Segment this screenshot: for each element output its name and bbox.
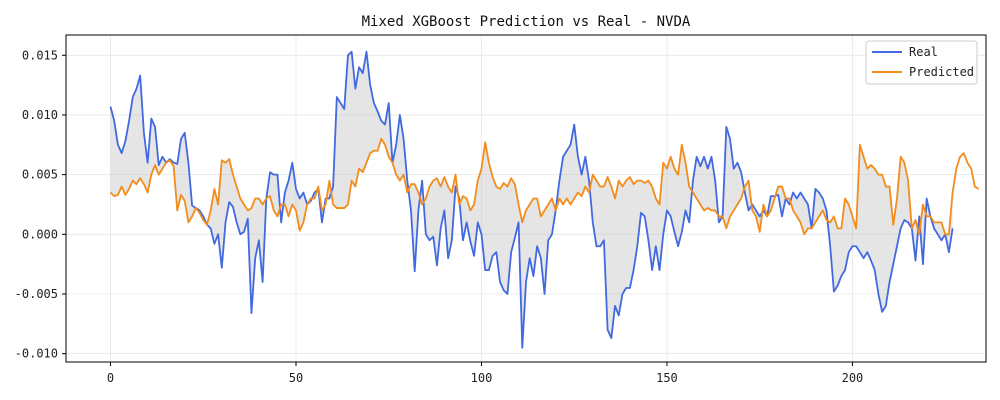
x-tick-label: 0 [107, 371, 114, 385]
y-tick-label: 0.000 [22, 227, 58, 241]
x-tick-label: 50 [289, 371, 303, 385]
y-tick-label: -0.010 [15, 347, 58, 361]
y-tick-label: 0.015 [22, 48, 58, 62]
plot-frame [65, 34, 987, 363]
chart-title: Mixed XGBoost Prediction vs Real - NVDA [362, 14, 691, 30]
x-tick-label: 200 [842, 371, 864, 385]
legend-real-label: Real [909, 45, 938, 59]
legend: Real Predicted [865, 40, 978, 85]
y-tick-label: 0.005 [22, 168, 58, 182]
grid-lines [66, 35, 986, 362]
y-tick-label: 0.010 [22, 108, 58, 122]
x-axis: 0 50 100 150 200 [107, 362, 863, 385]
x-tick-label: 100 [471, 371, 493, 385]
series-line-real [109, 50, 954, 349]
y-tick-label: -0.005 [15, 287, 58, 301]
legend-predicted-label: Predicted [909, 65, 974, 79]
x-tick-label: 150 [656, 371, 678, 385]
y-axis: -0.010 -0.005 0.000 0.005 0.010 0.015 [15, 48, 66, 361]
series-line-predicted [109, 137, 980, 236]
series-lines [109, 50, 980, 349]
